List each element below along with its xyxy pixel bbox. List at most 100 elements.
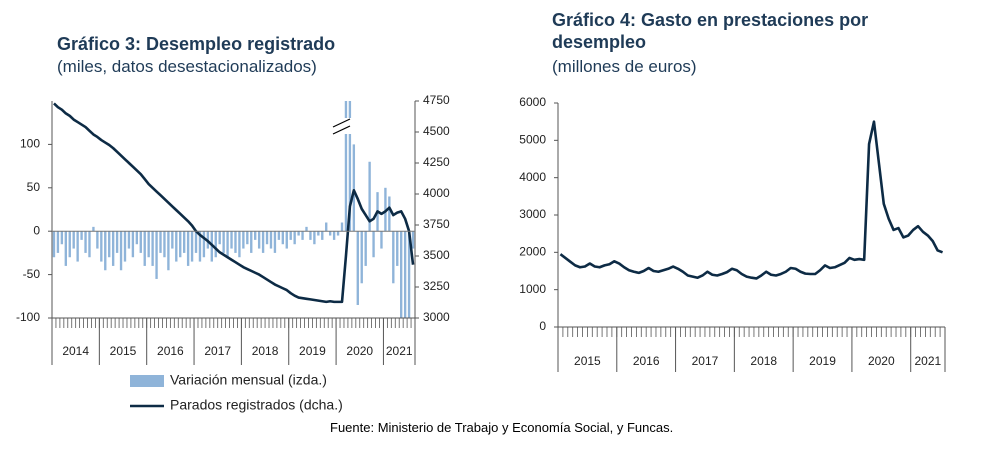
bar bbox=[403, 231, 407, 318]
bar bbox=[218, 231, 221, 245]
bar bbox=[84, 231, 87, 253]
y-tick-label: 1000 bbox=[519, 282, 546, 296]
line bbox=[559, 120, 944, 280]
x-tick-label: 2021 bbox=[915, 354, 942, 368]
bar bbox=[336, 231, 340, 236]
bar bbox=[52, 231, 56, 258]
bar bbox=[202, 231, 206, 258]
bar bbox=[281, 231, 285, 245]
bar bbox=[238, 231, 241, 258]
bar bbox=[293, 231, 296, 245]
bar bbox=[360, 231, 363, 284]
legend-label: Variación mensual (izda.) bbox=[170, 372, 327, 388]
bar bbox=[396, 231, 399, 266]
bar bbox=[317, 231, 320, 236]
bar bbox=[328, 231, 332, 236]
axis-break-bg bbox=[330, 118, 352, 134]
y2-tick-label: 4500 bbox=[423, 124, 450, 138]
x-tick-label: 2020 bbox=[868, 354, 895, 368]
y-tick-label: 6000 bbox=[519, 95, 546, 109]
x-tick-label: 2019 bbox=[299, 344, 326, 358]
bar bbox=[273, 231, 277, 253]
bar bbox=[222, 231, 225, 253]
bar bbox=[400, 231, 403, 318]
bar bbox=[96, 231, 99, 249]
y2-tick-label: 4250 bbox=[423, 155, 450, 169]
bar bbox=[257, 231, 261, 249]
x-tick-label: 2015 bbox=[110, 344, 137, 358]
bar bbox=[115, 231, 119, 253]
bar bbox=[321, 231, 324, 240]
bar bbox=[265, 231, 269, 245]
bar bbox=[392, 231, 395, 284]
bar bbox=[119, 231, 123, 271]
bar bbox=[198, 231, 202, 262]
bar bbox=[143, 231, 146, 266]
bar bbox=[305, 226, 308, 232]
y2-tick-label: 3000 bbox=[423, 310, 450, 324]
y2-tick-label: 4000 bbox=[423, 186, 450, 200]
bar bbox=[171, 231, 174, 249]
y-tick-label: 0 bbox=[33, 223, 40, 237]
bar bbox=[92, 226, 95, 232]
bar bbox=[88, 231, 91, 258]
chart-title: Gráfico 4: Gasto en prestaciones por des… bbox=[552, 10, 869, 52]
bar bbox=[167, 231, 170, 271]
bar bbox=[226, 231, 229, 258]
bar bbox=[68, 231, 71, 258]
y-tick-label: -50 bbox=[23, 267, 41, 281]
bar bbox=[332, 231, 336, 240]
bar bbox=[80, 231, 83, 240]
bar bbox=[163, 231, 166, 258]
bar bbox=[123, 231, 127, 262]
bar bbox=[309, 231, 312, 240]
bar bbox=[151, 231, 154, 266]
bar bbox=[348, 101, 352, 232]
bar bbox=[179, 231, 182, 258]
x-tick-label: 2020 bbox=[346, 344, 373, 358]
bar bbox=[277, 231, 281, 240]
y-tick-label: 4000 bbox=[519, 170, 546, 184]
plot-layer bbox=[52, 101, 415, 318]
bar bbox=[76, 231, 79, 262]
axis-break bbox=[332, 125, 351, 135]
chart-title: Gráfico 3: Desempleo registrado bbox=[57, 34, 336, 54]
y-tick-label: 2000 bbox=[519, 245, 546, 259]
y-tick-label: 100 bbox=[20, 137, 40, 151]
bar bbox=[100, 231, 103, 262]
x-tick-label: 2021 bbox=[386, 344, 413, 358]
bar bbox=[230, 231, 233, 249]
bar bbox=[72, 231, 75, 249]
bar bbox=[242, 231, 245, 249]
bar bbox=[356, 231, 359, 305]
x-tick-label: 2015 bbox=[574, 354, 601, 368]
y-tick-label: 50 bbox=[27, 180, 41, 194]
bar bbox=[269, 231, 273, 249]
bar bbox=[407, 231, 411, 318]
bar bbox=[135, 231, 139, 245]
chart-subtitle: (miles, datos desestacionalizados) bbox=[57, 57, 317, 76]
bar bbox=[364, 231, 367, 266]
x-tick-label: 2019 bbox=[809, 354, 836, 368]
bar bbox=[108, 231, 111, 258]
y2-tick-label: 3750 bbox=[423, 217, 450, 231]
x-tick-label: 2018 bbox=[252, 344, 279, 358]
bar bbox=[301, 231, 304, 240]
line bbox=[53, 102, 415, 304]
bar bbox=[344, 101, 348, 232]
bar bbox=[340, 222, 344, 232]
bar bbox=[411, 231, 415, 249]
bar bbox=[261, 231, 265, 253]
x-tick-label: 2017 bbox=[692, 354, 719, 368]
axis-break bbox=[332, 118, 351, 128]
x-tick-label: 2016 bbox=[633, 354, 660, 368]
x-tick-label: 2014 bbox=[62, 344, 89, 358]
y2-tick-label: 4750 bbox=[423, 93, 450, 107]
y-tick-label: 3000 bbox=[519, 207, 546, 221]
chart-subtitle: (millones de euros) bbox=[552, 57, 697, 76]
bar bbox=[297, 231, 300, 236]
bar bbox=[60, 231, 64, 245]
y2-tick-label: 3250 bbox=[423, 279, 450, 293]
source-note: Fuente: Ministerio de Trabajo y Economía… bbox=[330, 420, 674, 435]
